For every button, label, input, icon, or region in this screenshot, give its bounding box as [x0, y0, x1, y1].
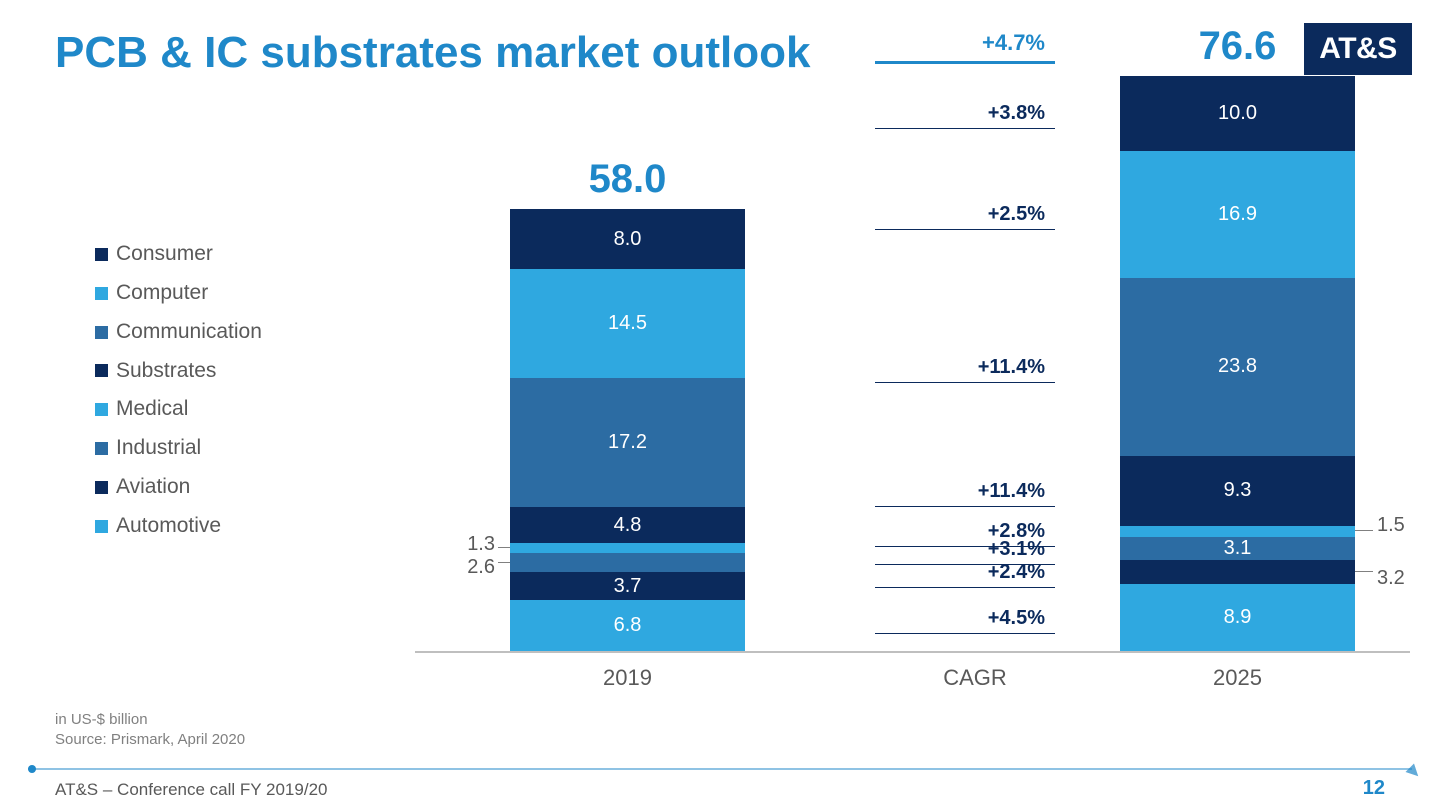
cagr-label: +11.4%: [905, 356, 1045, 379]
callout-label: 3.2: [1377, 567, 1437, 590]
legend-swatch: [95, 248, 108, 261]
cagr-total-label: +4.7%: [905, 30, 1045, 56]
legend-item: Substrates: [95, 352, 262, 391]
cagr-label: +2.5%: [905, 203, 1045, 226]
segment-aviation: [1120, 560, 1355, 584]
segment-medical: [1120, 526, 1355, 537]
cagr-label: +3.8%: [905, 102, 1045, 125]
cagr-underline: [875, 564, 1055, 565]
source-line: Source: Prismark, April 2020: [55, 730, 245, 750]
segment-automotive: 6.8: [510, 600, 745, 651]
legend-swatch: [95, 442, 108, 455]
callout-label: 2.6: [435, 556, 495, 579]
legend-item: Aviation: [95, 468, 262, 507]
legend-swatch: [95, 287, 108, 300]
bar-total: 58.0: [510, 157, 745, 202]
callout-line: [498, 547, 510, 548]
legend-item: Computer: [95, 274, 262, 313]
legend-label: Medical: [116, 390, 188, 429]
cagr-underline: [875, 128, 1055, 129]
bar-total: 76.6: [1120, 24, 1355, 69]
segment-substrates: 4.8: [510, 507, 745, 543]
source-note: in US-$ billionSource: Prismark, April 2…: [55, 710, 245, 751]
cagr-underline: [875, 382, 1055, 383]
callout-label: 1.3: [435, 533, 495, 556]
segment-communication: 17.2: [510, 378, 745, 507]
segment-computer: 14.5: [510, 269, 745, 378]
callout-line: [1355, 530, 1373, 531]
cagr-label: +11.4%: [905, 480, 1045, 503]
segment-medical: [510, 543, 745, 553]
legend-label: Consumer: [116, 235, 213, 274]
source-line: in US-$ billion: [55, 710, 245, 730]
legend-item: Automotive: [95, 507, 262, 546]
cagr-underline: [875, 506, 1055, 507]
segment-industrial: 3.1: [1120, 537, 1355, 560]
legend-label: Communication: [116, 313, 262, 352]
chart-baseline: [415, 651, 1410, 653]
cagr-label: +2.4%: [905, 561, 1045, 584]
segment-computer: 16.9: [1120, 151, 1355, 278]
segment-automotive: 8.9: [1120, 584, 1355, 651]
cagr-xlabel: CAGR: [905, 665, 1045, 691]
segment-consumer: 10.0: [1120, 76, 1355, 151]
segment-consumer: 8.0: [510, 209, 745, 269]
segment-communication: 23.8: [1120, 278, 1355, 457]
footer-arrow-icon: [1406, 764, 1423, 781]
legend-swatch: [95, 364, 108, 377]
bar-xlabel: 2019: [510, 665, 745, 691]
cagr-underline: [875, 633, 1055, 634]
legend-label: Automotive: [116, 507, 221, 546]
cagr-underline: [875, 587, 1055, 588]
chart-legend: ConsumerComputerCommunicationSubstratesM…: [95, 235, 262, 546]
bar-2019: 8.014.517.24.83.76.858.02019: [510, 209, 745, 651]
footer-divider: [28, 768, 1412, 770]
cagr-total-underline: [875, 61, 1055, 64]
legend-item: Consumer: [95, 235, 262, 274]
cagr-underline: [875, 229, 1055, 230]
segment-aviation: 3.7: [510, 572, 745, 600]
segment-substrates: 9.3: [1120, 456, 1355, 526]
segment-industrial: [510, 553, 745, 573]
legend-item: Medical: [95, 390, 262, 429]
page-number: 12: [1363, 777, 1385, 800]
legend-label: Aviation: [116, 468, 190, 507]
footer-left: AT&S – Conference call FY 2019/20: [55, 780, 327, 800]
legend-swatch: [95, 326, 108, 339]
legend-swatch: [95, 403, 108, 416]
cagr-label: +2.8%: [905, 520, 1045, 543]
cagr-underline: [875, 546, 1055, 547]
bar-xlabel: 2025: [1120, 665, 1355, 691]
legend-label: Industrial: [116, 429, 201, 468]
callout-label: 1.5: [1377, 514, 1437, 537]
legend-item: Industrial: [95, 429, 262, 468]
cagr-label: +4.5%: [905, 607, 1045, 630]
footer-dot-icon: [28, 765, 36, 773]
bar-2025: 10.016.923.89.33.18.976.62025: [1120, 76, 1355, 651]
legend-swatch: [95, 481, 108, 494]
legend-item: Communication: [95, 313, 262, 352]
callout-line: [498, 562, 510, 563]
callout-line: [1355, 571, 1373, 572]
legend-swatch: [95, 520, 108, 533]
page-title: PCB & IC substrates market outlook: [55, 28, 811, 78]
legend-label: Substrates: [116, 352, 216, 391]
stacked-bar-chart: 8.014.517.24.83.76.858.0201910.016.923.8…: [310, 100, 1410, 700]
legend-label: Computer: [116, 274, 208, 313]
